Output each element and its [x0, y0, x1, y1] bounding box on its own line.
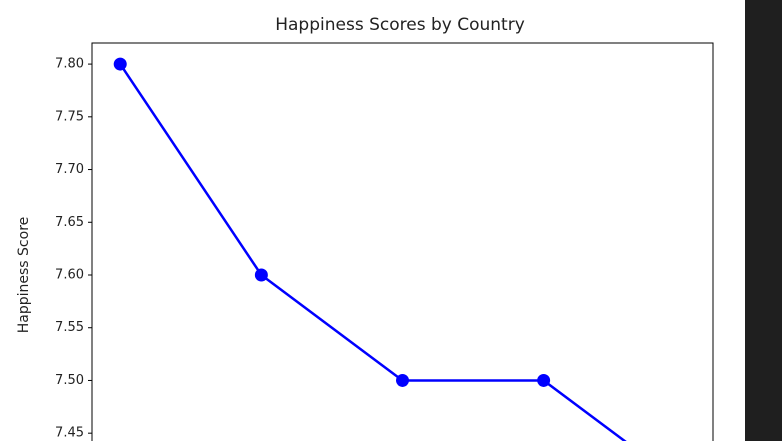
- y-tick-label: 7.65: [55, 215, 84, 230]
- y-tick-label: 7.45: [55, 426, 84, 441]
- y-tick-label: 7.75: [55, 109, 84, 124]
- y-tick-label: 7.60: [55, 268, 84, 283]
- data-point: [254, 268, 268, 282]
- y-tick-label: 7.80: [55, 57, 84, 72]
- data-point: [537, 373, 551, 387]
- chart-title: Happiness Scores by Country: [275, 15, 525, 35]
- dark-panel: [745, 0, 782, 441]
- y-tick-label: 7.70: [55, 162, 84, 177]
- y-tick-label: 7.50: [55, 373, 84, 388]
- figure-background: [0, 0, 745, 441]
- y-axis-label: Happiness Score: [16, 217, 32, 334]
- data-point: [396, 373, 409, 387]
- data-point: [113, 57, 127, 71]
- y-tick-label: 7.55: [55, 320, 84, 335]
